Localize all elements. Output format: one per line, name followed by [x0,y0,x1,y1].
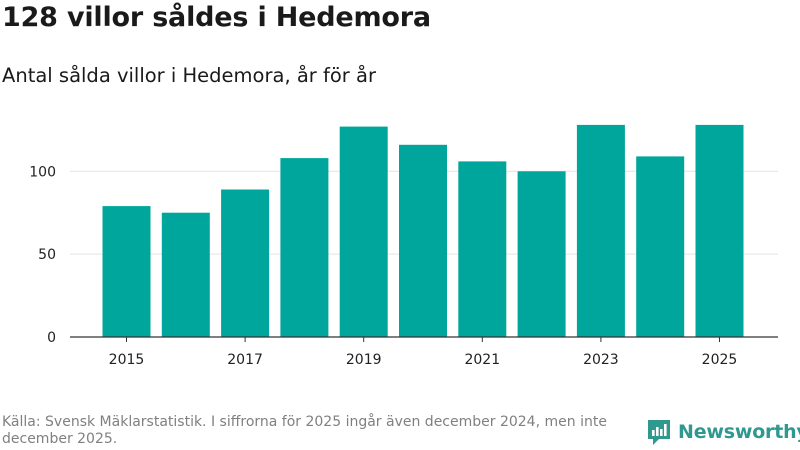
brand: Newsworthy [646,418,800,446]
brand-name: Newsworthy [678,421,800,443]
axes: 0 50 100 2015 2017 2019 2021 2023 2025 [29,164,778,368]
x-tick-label-2019: 2019 [346,352,382,368]
bar-2021 [458,161,507,337]
bar-2015 [102,206,151,337]
chart-title: 128 villor såldes i Hedemora [2,2,431,33]
bar-2020 [399,144,447,337]
y-tick-label-0: 0 [47,330,56,346]
bar-2017 [221,189,270,337]
bar-2023 [576,124,625,338]
x-tick-label-2021: 2021 [464,352,500,368]
x-tick-label-2017: 2017 [227,352,263,368]
chart-subtitle: Antal sålda villor i Hedemora, år för år [2,64,376,87]
bars [102,124,744,338]
y-tick-label-100: 100 [29,164,56,180]
x-tick-label-2025: 2025 [702,352,738,368]
bar-2016 [161,212,210,337]
bar-2025 [695,124,744,338]
newsworthy-logo-icon [648,420,670,445]
x-tick-label-2023: 2023 [583,352,619,368]
bar-2018 [280,158,329,337]
source-note: Källa: Svensk Mäklarstatistik. I siffror… [2,414,607,447]
bar-2022 [517,171,566,337]
bar-2019 [339,126,388,337]
bar-2024 [636,156,685,337]
bar-chart: 0 50 100 2015 2017 2019 2021 2023 2025 [29,124,778,368]
y-tick-label-50: 50 [38,247,56,263]
x-tick-label-2015: 2015 [109,352,145,368]
